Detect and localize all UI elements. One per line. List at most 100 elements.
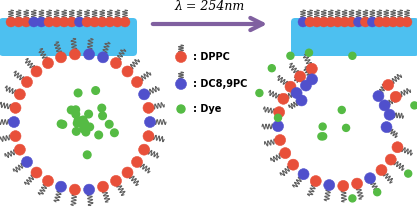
Circle shape [143, 102, 154, 113]
Circle shape [319, 17, 329, 27]
Circle shape [291, 88, 302, 99]
Circle shape [69, 49, 80, 60]
Circle shape [295, 71, 306, 82]
Circle shape [74, 17, 84, 27]
Circle shape [298, 17, 308, 27]
Circle shape [376, 165, 387, 176]
Circle shape [111, 175, 121, 186]
Circle shape [298, 169, 309, 180]
Circle shape [52, 17, 62, 27]
Circle shape [68, 106, 75, 114]
Circle shape [383, 80, 394, 91]
Circle shape [83, 49, 95, 60]
Circle shape [43, 175, 53, 186]
Circle shape [379, 100, 390, 111]
Circle shape [131, 156, 143, 167]
Circle shape [55, 181, 66, 192]
Circle shape [374, 17, 384, 27]
Circle shape [296, 95, 307, 106]
Circle shape [176, 78, 186, 89]
Circle shape [318, 133, 325, 140]
Circle shape [79, 117, 86, 124]
Circle shape [320, 133, 327, 140]
Circle shape [405, 170, 412, 177]
Circle shape [275, 135, 286, 146]
Circle shape [333, 17, 343, 27]
Circle shape [390, 91, 401, 102]
Circle shape [29, 17, 39, 27]
Circle shape [306, 63, 317, 74]
Circle shape [10, 102, 21, 113]
Circle shape [120, 17, 130, 27]
Circle shape [285, 81, 296, 92]
Circle shape [90, 17, 100, 27]
Circle shape [55, 52, 66, 63]
Circle shape [411, 102, 417, 109]
Circle shape [99, 112, 106, 120]
Circle shape [288, 159, 299, 170]
FancyBboxPatch shape [291, 18, 417, 56]
Circle shape [59, 17, 69, 27]
Circle shape [122, 167, 133, 178]
Circle shape [280, 148, 291, 159]
Text: : DPPC: : DPPC [193, 52, 230, 62]
Circle shape [306, 74, 318, 85]
Circle shape [360, 17, 370, 27]
Circle shape [273, 121, 284, 132]
Text: : Dye: : Dye [193, 104, 221, 114]
Circle shape [364, 173, 376, 184]
Circle shape [143, 131, 154, 142]
Circle shape [278, 93, 289, 104]
Circle shape [69, 184, 80, 195]
Circle shape [81, 120, 88, 127]
Circle shape [384, 109, 395, 120]
Circle shape [339, 17, 349, 27]
Circle shape [57, 120, 65, 128]
FancyBboxPatch shape [0, 18, 137, 56]
Circle shape [36, 17, 46, 27]
Circle shape [349, 195, 356, 202]
Circle shape [82, 128, 90, 136]
Circle shape [338, 180, 349, 191]
Circle shape [392, 142, 403, 153]
Circle shape [306, 49, 312, 56]
Circle shape [79, 121, 87, 128]
Circle shape [138, 89, 150, 100]
Circle shape [80, 125, 87, 133]
Circle shape [98, 52, 108, 63]
Circle shape [73, 128, 80, 135]
Circle shape [268, 65, 275, 72]
Circle shape [59, 121, 67, 128]
Circle shape [274, 107, 285, 118]
Circle shape [374, 189, 381, 196]
Circle shape [111, 58, 121, 69]
Circle shape [176, 52, 186, 63]
Circle shape [14, 144, 25, 155]
Circle shape [300, 80, 311, 91]
Circle shape [72, 110, 80, 118]
Circle shape [381, 122, 392, 132]
Circle shape [92, 87, 99, 94]
Circle shape [122, 66, 133, 77]
Circle shape [145, 117, 156, 127]
Circle shape [138, 144, 150, 155]
Circle shape [6, 17, 16, 27]
Circle shape [338, 106, 345, 113]
Circle shape [319, 123, 326, 130]
Circle shape [105, 17, 115, 27]
Circle shape [98, 104, 106, 112]
Circle shape [86, 123, 93, 131]
Circle shape [310, 176, 321, 187]
Circle shape [347, 17, 357, 27]
Circle shape [367, 17, 377, 27]
Circle shape [324, 180, 335, 191]
Circle shape [22, 156, 33, 167]
Circle shape [274, 114, 281, 121]
Circle shape [10, 131, 21, 142]
Circle shape [312, 17, 322, 27]
Circle shape [98, 181, 108, 192]
Circle shape [381, 17, 391, 27]
Circle shape [43, 58, 53, 69]
Circle shape [74, 89, 82, 97]
Circle shape [72, 106, 80, 114]
